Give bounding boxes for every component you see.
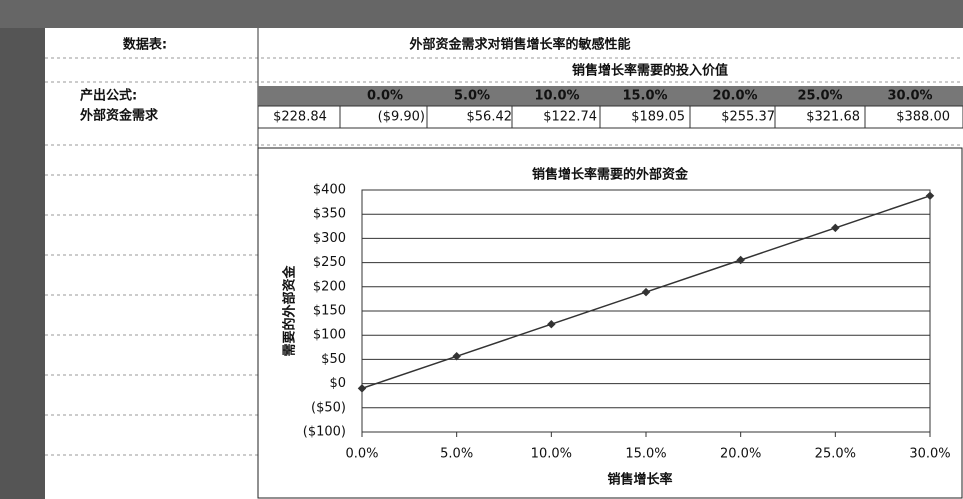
table-subheader: 销售增长率需要的投入价值 xyxy=(572,63,728,79)
data-point xyxy=(641,287,651,297)
x-tick-label: 25.0% xyxy=(815,447,856,462)
row-header-column xyxy=(0,0,45,499)
table-columns: 0.0% ($9.90) 5.0% $56.42 10.0% $122.74 15.0% $1… xyxy=(339,89,950,128)
value-row-border xyxy=(257,105,963,129)
data-point xyxy=(736,255,745,265)
table-title: 外部资金需求对销售增长率的敏感性能 xyxy=(408,37,630,53)
y-tick-label: $300 xyxy=(313,231,346,246)
x-tick-label: 10.0% xyxy=(531,447,572,462)
row-label: 外部资金需求 xyxy=(79,108,159,124)
table-cell: $189.05 xyxy=(631,110,685,125)
table-cell: ($9.90) xyxy=(378,110,425,125)
table-cell: $255.37 xyxy=(721,110,775,125)
header-band xyxy=(258,86,963,106)
data-point xyxy=(357,384,367,393)
y-axis-label: 需要的外部资金 xyxy=(282,265,298,357)
table-cell: $228.84 xyxy=(273,110,327,125)
table-cell: $388.00 xyxy=(896,110,950,125)
column-header: 5.0% xyxy=(454,89,490,104)
table-cell: $321.68 xyxy=(806,110,860,125)
column-header: 25.0% xyxy=(797,89,842,104)
y-tick-label: ($50) xyxy=(311,400,346,415)
data-point xyxy=(452,352,461,361)
column-header-row xyxy=(0,0,963,28)
x-tick-label: 20.0% xyxy=(720,447,761,462)
cell-grid xyxy=(45,57,963,456)
y-tick-label: ($100) xyxy=(303,425,346,440)
column-header: 10.0% xyxy=(534,89,579,104)
column-header: 15.0% xyxy=(622,89,667,104)
table-cell: $56.42 xyxy=(467,110,513,125)
x-tick-label: 30.0% xyxy=(909,447,950,462)
column-header: 30.0% xyxy=(887,89,932,104)
chart-frame xyxy=(257,147,963,499)
y-tick-label: $0 xyxy=(329,376,346,391)
column-header: 20.0% xyxy=(712,89,757,104)
y-tick-label: $100 xyxy=(313,328,346,343)
table-cell: $122.74 xyxy=(543,110,597,125)
chart: ($100) ($50) $0 $50 $100 $150 $200 $250 $300 $350… xyxy=(303,183,951,462)
y-tick-label: $250 xyxy=(313,255,346,270)
x-tick-label: 0.0% xyxy=(345,447,378,462)
x-axis-label: 销售增长率 xyxy=(607,472,672,488)
y-tick-label: $200 xyxy=(313,279,346,294)
y-tick-label: $400 xyxy=(313,183,346,198)
y-tick-label: $150 xyxy=(313,304,346,319)
y-tick-label: $350 xyxy=(313,207,346,222)
column-header: 0.0% xyxy=(367,89,403,104)
x-tick-label: 5.0% xyxy=(440,447,473,462)
row-label: 产出公式: xyxy=(80,88,137,104)
x-tick-label: 15.0% xyxy=(625,447,666,462)
chart-title: 销售增长率需要的外部资金 xyxy=(532,167,689,183)
table-title-label: 数据表: xyxy=(123,37,167,53)
data-point xyxy=(547,319,556,329)
y-tick-label: $50 xyxy=(321,352,346,367)
